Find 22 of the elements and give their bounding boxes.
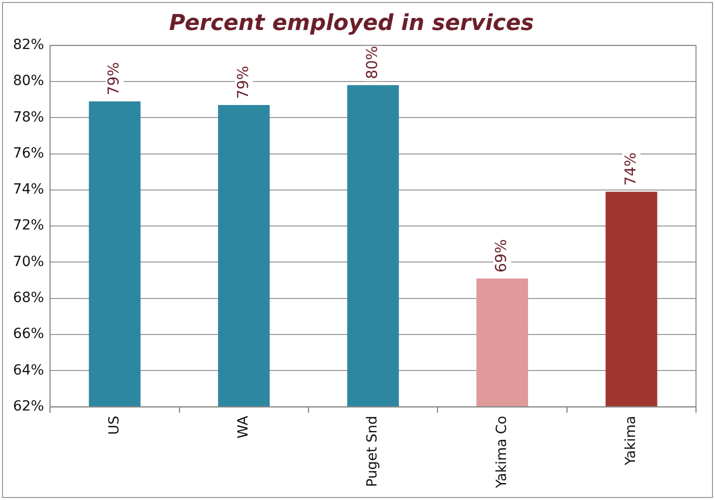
y-tick-label: 66% xyxy=(12,326,44,342)
x-tick-label: WA xyxy=(236,415,252,438)
y-tick-label: 70% xyxy=(12,254,44,270)
x-tick-label: Puget Snd xyxy=(364,416,381,487)
y-tick-label: 62% xyxy=(12,398,44,414)
data-label: 80% xyxy=(362,46,381,80)
data-label: 79% xyxy=(104,62,123,96)
chart-title: Percent employed in services xyxy=(169,10,534,36)
y-tick-label: 80% xyxy=(12,73,44,90)
y-tick-label: 72% xyxy=(12,218,44,234)
data-label: 69% xyxy=(492,239,510,272)
y-tick-label: 82% xyxy=(12,37,44,54)
y-tick-label: 78% xyxy=(12,109,44,126)
data-label: 74% xyxy=(621,152,640,186)
y-tick-label: 76% xyxy=(12,145,44,162)
x-tick-label: Yakima xyxy=(623,416,640,466)
y-tick-label: 74% xyxy=(12,182,44,198)
data-label: 79% xyxy=(234,66,252,100)
y-tick-label: 68% xyxy=(12,290,44,306)
x-tick-label: Yakima Co xyxy=(494,416,510,490)
y-tick-label: 64% xyxy=(12,362,44,378)
x-tick-label: US xyxy=(106,416,122,435)
